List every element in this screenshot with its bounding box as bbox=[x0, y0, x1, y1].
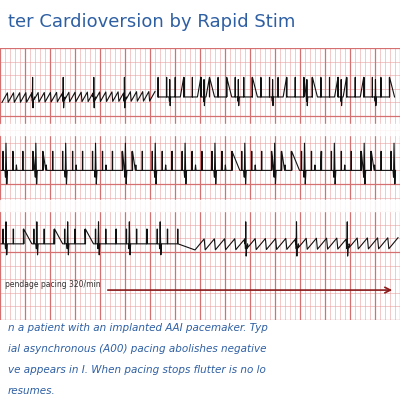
Bar bbox=[0, 200, 400, 211]
Text: ve appears in I. When pacing stops flutter is no lo: ve appears in I. When pacing stops flutt… bbox=[8, 365, 266, 375]
Bar bbox=[0, 124, 400, 135]
Text: n a patient with an implanted AAI pacemaker. Typ: n a patient with an implanted AAI pacema… bbox=[8, 323, 268, 333]
Text: ter Cardioversion by Rapid Stim: ter Cardioversion by Rapid Stim bbox=[8, 13, 295, 31]
Text: resumes.: resumes. bbox=[8, 386, 56, 396]
Text: pendage pacing 320/min: pendage pacing 320/min bbox=[5, 280, 101, 289]
Text: ial asynchronous (A00) pacing abolishes negative: ial asynchronous (A00) pacing abolishes … bbox=[8, 344, 266, 354]
